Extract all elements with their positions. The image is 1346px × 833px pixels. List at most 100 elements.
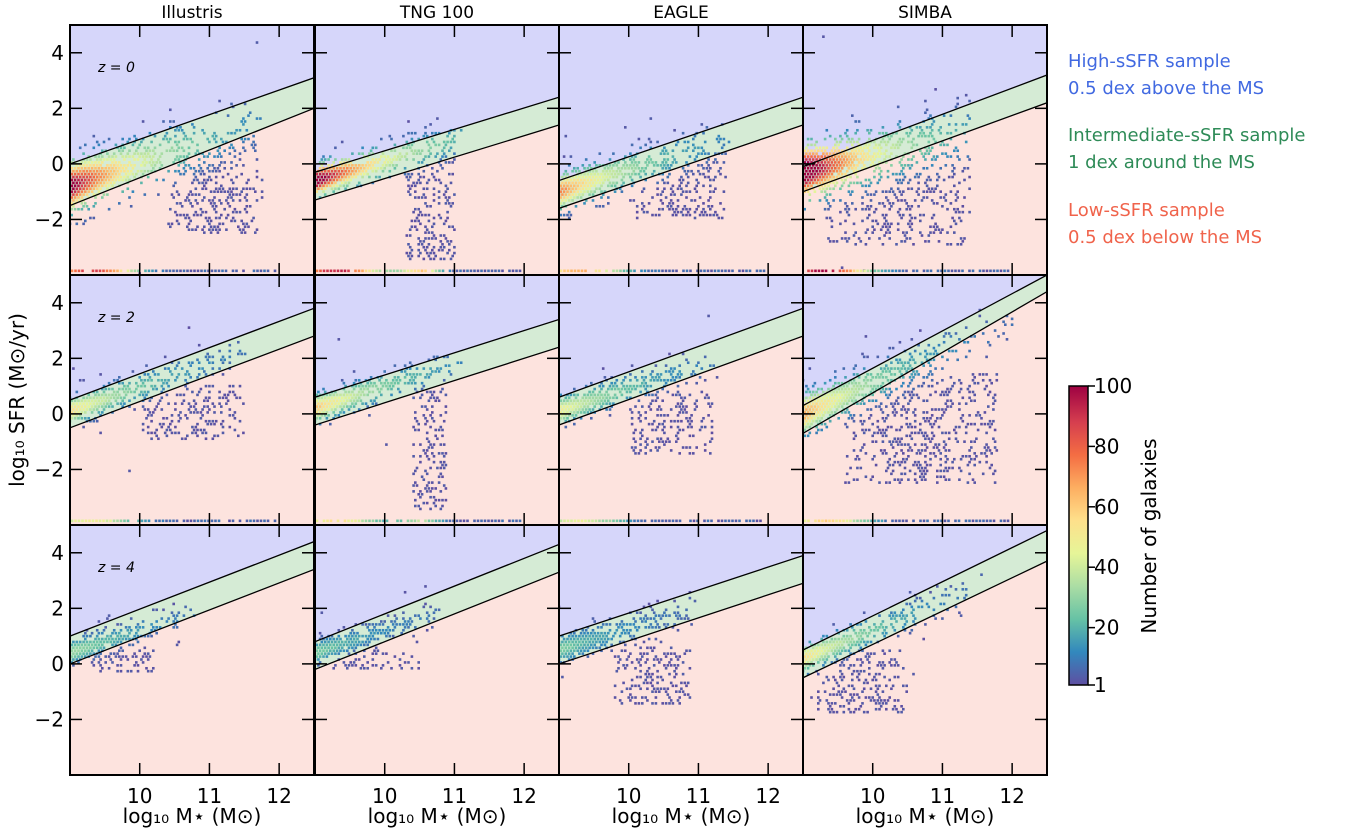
colorbar-label: Number of galaxies (1137, 438, 1161, 633)
region-mid (70, 308, 314, 428)
region-high (315, 25, 559, 173)
ms-upper-line (559, 307, 803, 398)
ms-upper-line (70, 307, 314, 401)
ms-lower-line (315, 346, 559, 426)
y-tick-label: 4 (51, 291, 64, 315)
x-tick-label: 11 (686, 784, 711, 808)
legend-mid-label: Intermediate-sSFR sample (1068, 125, 1305, 146)
panel-eagle-z4: 10 11 12 (558, 524, 804, 808)
ms-lower-line (315, 124, 559, 201)
region-high (70, 525, 314, 637)
ms-upper-line (803, 529, 1047, 651)
colorbar-ticks: 1 20 40 60 80 100 (1088, 374, 1132, 697)
region-mid (559, 97, 803, 209)
y-tick-label: 4 (51, 41, 64, 65)
panel-simba-z0 (802, 24, 1048, 276)
x-tick-label: 10 (860, 784, 885, 808)
ms-lower-line (315, 571, 559, 671)
x-tick-label: 11 (442, 784, 467, 808)
x-tick-label: 10 (127, 784, 152, 808)
column-title-illustris: Illustris (161, 3, 222, 23)
region-high (315, 525, 559, 642)
y-tick-label: 2 (51, 596, 64, 620)
ms-upper-line (559, 96, 803, 182)
y-tick-label: 0 (51, 402, 64, 426)
region-high (803, 25, 1047, 167)
ms-lower-line (803, 560, 1047, 679)
colorbar-tick-label: 80 (1094, 434, 1119, 458)
ms-upper-line (315, 96, 559, 173)
panel-tng100-z4: 10 11 12 (314, 524, 560, 808)
ms-lower-line (70, 568, 314, 665)
legend-high-label: High-sSFR sample (1068, 51, 1231, 72)
column-title-eagle: EAGLE (653, 3, 708, 23)
x-tick-label: 12 (511, 784, 536, 808)
ms-lower-line (559, 124, 803, 209)
ms-lower-line (559, 335, 803, 426)
region-mid (315, 544, 559, 670)
ms-lower-line (70, 335, 314, 429)
panel-illustris-z2: −2 0 2 4 z = 2 (35, 274, 315, 526)
x-axis-label-eagle: log₁₀ M⋆ (M⊙) (612, 804, 751, 828)
panel-tng100-z0 (314, 24, 560, 276)
ms-lower-line (803, 291, 1047, 434)
y-tick-label: 2 (51, 346, 64, 370)
x-axis-label-tng100: log₁₀ M⋆ (M⊙) (368, 804, 507, 828)
ms-upper-line (803, 275, 1047, 407)
x-axis-label-simba: log₁₀ M⋆ (M⊙) (856, 804, 995, 828)
region-high (315, 275, 559, 398)
region-high (803, 525, 1047, 650)
y-tick-label: 2 (51, 96, 64, 120)
redshift-label: z = 4 (97, 560, 135, 576)
x-tick-label: 12 (755, 784, 780, 808)
redshift-label: z = 2 (97, 310, 135, 326)
ms-lower-line (803, 102, 1047, 193)
panel-eagle-z0 (558, 24, 804, 276)
panel-illustris-z0: −2 0 2 4 z = 0 (35, 24, 315, 276)
region-high (559, 275, 803, 398)
ms-lower-line (559, 582, 803, 665)
colorbar-tick-label: 60 (1094, 495, 1119, 519)
ms-upper-line (315, 318, 559, 398)
legend: High-sSFR sample 0.5 dex above the MS In… (1068, 51, 1305, 248)
region-mid (70, 541, 314, 664)
x-axis-label-illustris: log₁₀ M⋆ (M⊙) (123, 804, 262, 828)
column-title-tng100: TNG 100 (399, 3, 474, 23)
y-tick-label: 0 (51, 652, 64, 676)
x-tick-label: 12 (999, 784, 1024, 808)
redshift-label: z = 0 (97, 60, 135, 76)
y-tick-label: 4 (51, 541, 64, 565)
region-high (559, 525, 803, 637)
region-mid (315, 97, 559, 200)
x-tick-label: 11 (197, 784, 222, 808)
x-tick-label: 10 (616, 784, 641, 808)
y-tick-label: 0 (51, 152, 64, 176)
x-tick-label: 12 (266, 784, 291, 808)
y-tick-label: −2 (35, 207, 64, 231)
colorbar-tick-label: 1 (1094, 673, 1107, 697)
ms-upper-line (70, 541, 314, 637)
colorbar-tick-label: 100 (1094, 374, 1132, 398)
column-title-simba: SIMBA (898, 3, 952, 23)
legend-mid-desc: 1 dex around the MS (1068, 152, 1255, 173)
ms-upper-line (803, 74, 1047, 168)
panel-tng100-z2 (314, 274, 560, 526)
panel-simba-z2 (802, 274, 1048, 526)
region-high (70, 25, 314, 164)
ms-upper-line (559, 554, 803, 637)
panel-illustris-z4: 10 11 12 −2 0 2 4 z = 4 (35, 524, 315, 808)
y-tick-label: −2 (35, 707, 64, 731)
legend-high-desc: 0.5 dex above the MS (1068, 78, 1264, 99)
colorbar-gradient (1068, 385, 1089, 686)
panel-simba-z4: 10 11 12 (802, 524, 1048, 808)
x-tick-label: 10 (372, 784, 397, 808)
panel-eagle-z2 (558, 274, 804, 526)
panel-grid: −2 0 2 4 z = 0 −2 0 2 4 z = 2 10 11 12 −2 0 2 4 z = 4 10 11… (35, 24, 1048, 808)
y-tick-label: −2 (35, 457, 64, 481)
region-mid (803, 275, 1047, 434)
legend-low-desc: 0.5 dex below the MS (1068, 227, 1262, 248)
y-axis-label: log₁₀ SFR (M⊙/yr) (5, 313, 29, 487)
colorbar-tick-label: 20 (1094, 616, 1119, 640)
region-high (70, 275, 314, 400)
